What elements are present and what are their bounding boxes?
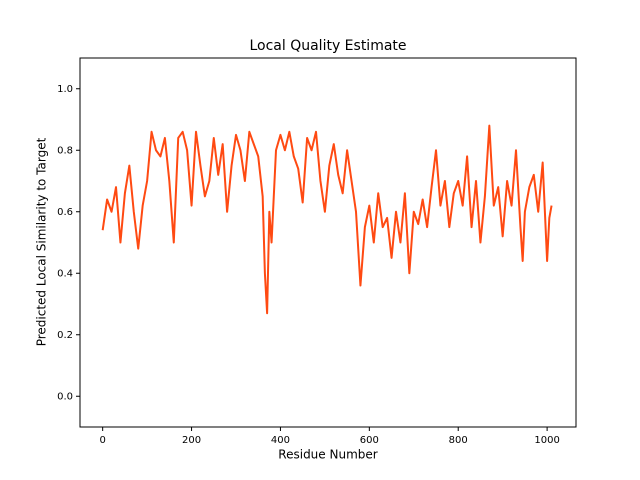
x-tick-label: 800 <box>449 435 468 446</box>
y-tick-label: 0.6 <box>57 207 73 218</box>
x-tick-label: 400 <box>271 435 290 446</box>
y-tick-label: 0.2 <box>57 330 73 341</box>
y-tick-label: 0.0 <box>57 391 73 402</box>
data-line <box>101 124 553 315</box>
y-tick-label: 0.8 <box>57 145 73 156</box>
y-axis-label: Predicted Local Similarity to Target <box>35 137 49 346</box>
x-tick-label: 600 <box>360 435 379 446</box>
x-tick-label: 0 <box>99 435 105 446</box>
y-tick-label: 0.4 <box>57 268 73 279</box>
x-tick-label: 200 <box>182 435 201 446</box>
x-tick-label: 1000 <box>534 435 559 446</box>
chart-title: Local Quality Estimate <box>249 38 406 54</box>
y-tick-label: 1.0 <box>57 84 73 95</box>
plot-frame <box>79 57 577 428</box>
x-axis-label: Residue Number <box>278 448 377 462</box>
